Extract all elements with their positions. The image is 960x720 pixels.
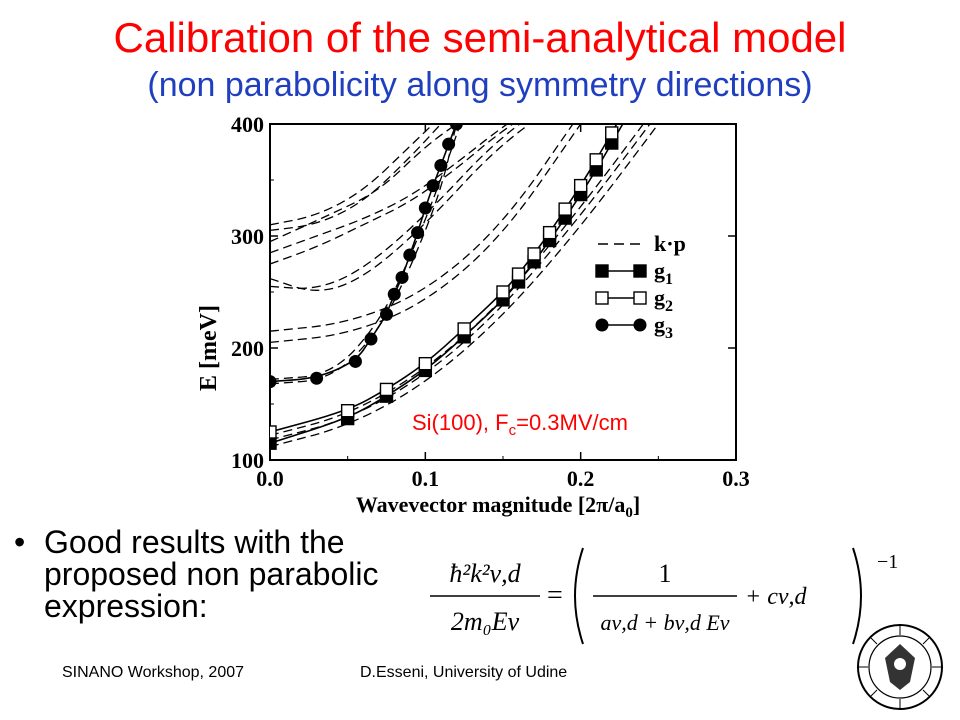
legend-swatch-marker [595,291,609,305]
data-point-g3 [418,201,432,215]
legend-swatch-marker [633,264,647,278]
non-parabolic-formula: ħ²k²ν,d 2m₀Eν = 1 aν,d + bν,d Eν + cν,d … [430,547,898,645]
data-point-g3 [364,332,378,346]
data-point-g1 [270,436,277,450]
formula-lhs-numerator: ħ²k²ν,d [449,559,521,588]
y-axis-label: E [meV] [196,305,222,391]
data-point-g2 [270,425,277,439]
data-point-g3 [403,248,417,262]
data-point-g2 [621,108,633,111]
data-point-g2 [558,202,572,216]
formula-rhs-denominator: aν,d + bν,d Eν [600,610,729,635]
x-tick-label: 0.2 [567,466,595,491]
kp-dashed-curve [270,124,461,381]
kp-dashed-curve [270,124,651,441]
data-point-g2 [605,126,619,140]
data-point-g3 [387,287,401,301]
formula-rhs-term: + cν,d [745,584,808,610]
kp-dashed-curve [270,124,574,332]
data-point-g3 [348,354,362,368]
data-point-g2 [340,404,355,418]
slide-subtitle: (non parabolicity along symmetry directi… [147,66,813,104]
data-point-g2 [511,267,526,281]
data-point-g3 [442,137,456,151]
kp-dashed-curve [270,124,521,289]
formula-equals: = [547,580,563,611]
data-point-g3 [434,158,448,172]
x-tick-label: 0.1 [412,466,440,491]
legend-label: g3 [654,312,673,342]
series-line-g2 [270,124,618,433]
data-point-g3 [380,307,393,321]
y-tick-label: 400 [231,112,264,137]
legend-swatch-marker [633,318,647,332]
x-axis-label: Wavevector magnitude [2π/a0] [356,492,640,518]
kp-dashed-curve [270,124,509,254]
legend-label: k·p [654,231,686,256]
legend-swatch-marker [595,264,609,278]
data-point-g2 [379,382,394,397]
bullet-text: Good results with the proposed non parab… [44,524,379,624]
data-point-g3 [449,124,463,131]
data-point-g3 [395,270,409,284]
chart-annotation: Si(100), Fc=0.3MV/cm [412,410,628,439]
data-point-g3 [310,371,324,385]
data-point-g2 [527,247,541,261]
legend-swatch-marker [633,291,647,305]
legend-label: g1 [654,258,673,288]
data-point-g2 [573,178,588,193]
legend-swatch-marker [595,318,609,332]
x-tick-label: 0.3 [722,466,750,491]
x-tick-label: 0.0 [256,466,284,491]
footer-event: SINANO Workshop, 2007 [62,664,245,681]
kp-dashed-curve [270,124,659,448]
kp-dashed-curve [270,124,457,243]
kp-dashed-curve [270,124,514,265]
data-point-g2 [542,225,557,240]
data-point-g2 [457,322,471,336]
data-point-g1 [621,110,633,122]
footer-author: D.Esseni, University of Udine [360,664,568,681]
data-point-g2 [418,356,433,371]
series-line-g3 [270,124,458,383]
data-point-g2 [496,285,510,299]
university-seal-icon [857,624,943,710]
legend-label: g2 [654,285,673,315]
formula-exponent: −1 [877,551,898,573]
bullet-dot-icon: • [14,524,26,560]
formula-rhs-numerator: 1 [659,559,672,588]
kp-dashed-curve [270,124,645,436]
kp-dashed-curve [270,124,531,291]
y-tick-label: 100 [231,448,264,473]
data-point-g2 [589,153,603,167]
data-point-g3 [270,375,277,389]
formula-lhs-denominator: 2m₀Eν [451,607,520,636]
data-point-g3 [426,179,440,193]
data-point-g3 [411,226,425,240]
kp-dashed-curve [270,124,434,226]
y-tick-label: 200 [231,336,264,361]
slide-title: Calibration of the semi-analytical model [113,14,847,61]
kp-dashed-curve [270,124,442,232]
y-tick-label: 300 [231,224,264,249]
kp-dashed-curve [270,124,582,344]
